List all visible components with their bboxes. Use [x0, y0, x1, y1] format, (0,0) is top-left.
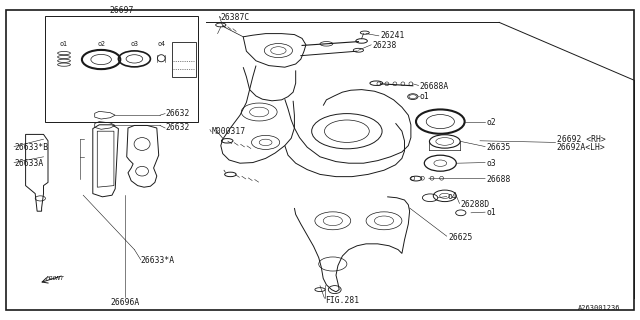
Text: FIG.281: FIG.281 — [325, 296, 359, 305]
Text: M000317: M000317 — [211, 127, 245, 136]
Text: 26633*B: 26633*B — [14, 143, 48, 152]
Text: 26635: 26635 — [486, 143, 511, 152]
Text: 26288D: 26288D — [461, 200, 490, 209]
Text: o4: o4 — [157, 41, 165, 47]
Text: 26632: 26632 — [165, 109, 189, 118]
Text: A263001236: A263001236 — [579, 305, 621, 311]
Text: o1: o1 — [419, 92, 429, 101]
Text: o1: o1 — [486, 208, 496, 217]
Text: 26688: 26688 — [486, 175, 511, 184]
Text: 26696A: 26696A — [110, 298, 140, 307]
Text: o1: o1 — [60, 41, 68, 47]
Text: 26692 <RH>: 26692 <RH> — [557, 135, 605, 144]
Text: o3: o3 — [486, 159, 496, 168]
Text: 26632: 26632 — [165, 124, 189, 132]
Text: 26387C: 26387C — [221, 13, 250, 22]
Text: 26692A<LH>: 26692A<LH> — [557, 143, 605, 152]
Text: 26238: 26238 — [372, 41, 397, 50]
Text: FRONT: FRONT — [46, 276, 65, 281]
Text: o2: o2 — [97, 41, 105, 47]
Text: 26633A: 26633A — [14, 159, 44, 168]
Text: 26633*A: 26633*A — [141, 256, 175, 265]
Text: o3: o3 — [131, 41, 138, 47]
Text: 26697: 26697 — [109, 6, 134, 15]
Text: 26688A: 26688A — [419, 82, 449, 91]
Text: 26625: 26625 — [448, 233, 472, 242]
Text: o4: o4 — [448, 192, 458, 201]
Text: 26241: 26241 — [381, 31, 405, 40]
Text: o2: o2 — [486, 118, 496, 127]
